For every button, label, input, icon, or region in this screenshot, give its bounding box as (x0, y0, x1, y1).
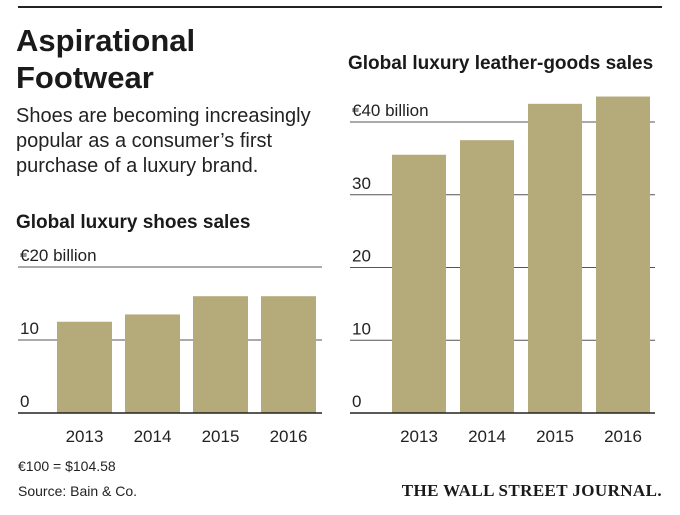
shoes-bar-2013 (57, 321, 112, 413)
leather-category-label: 2016 (604, 427, 642, 446)
leather-bar-2013 (392, 154, 446, 414)
leather-goods-sales-chart: 0 10 20 30 €40 billion 2013 2014 2015 2016 (350, 96, 655, 446)
shoes-ytick-label: 10 (20, 319, 39, 338)
leather-category-label: 2014 (468, 427, 506, 446)
leather-bar-2015 (528, 103, 582, 413)
top-rule (18, 6, 662, 8)
headline: Aspirational Footwear (16, 23, 196, 95)
dek: Shoes are becoming increasingly popular … (16, 105, 311, 177)
source-note: Source: Bain & Co. (18, 483, 138, 499)
shoes-bar-2014 (125, 314, 180, 413)
leather-ytick-label: 0 (352, 392, 361, 411)
leather-chart-title: Global luxury leather-goods sales (348, 53, 654, 74)
shoes-category-label: 2015 (202, 427, 240, 446)
shoes-bar-2016 (261, 296, 316, 413)
leather-ytick-label: 10 (352, 319, 371, 338)
shoes-ytick-label: 0 (20, 392, 29, 411)
leather-category-label: 2015 (536, 427, 574, 446)
leather-bar-2016 (596, 96, 650, 413)
shoes-bar-2015 (193, 296, 248, 413)
leather-ytick-label: 30 (352, 174, 371, 193)
leather-bar-2014 (460, 140, 514, 413)
shoes-sales-chart: 0 10 €20 billion 2013 2014 2015 2016 (18, 246, 322, 446)
publisher-logo: THE WALL STREET JOURNAL. (401, 481, 662, 500)
leather-ytick-label: 20 (352, 247, 371, 266)
leather-category-label: 2013 (400, 427, 438, 446)
leather-ytick-label: €40 billion (352, 101, 429, 120)
currency-footnote: €100 = $104.58 (18, 458, 116, 474)
shoes-category-label: 2014 (134, 427, 172, 446)
shoes-ytick-label: €20 billion (20, 246, 97, 265)
shoes-category-label: 2013 (66, 427, 104, 446)
shoes-category-label: 2016 (270, 427, 308, 446)
shoes-chart-title: Global luxury shoes sales (16, 212, 251, 233)
